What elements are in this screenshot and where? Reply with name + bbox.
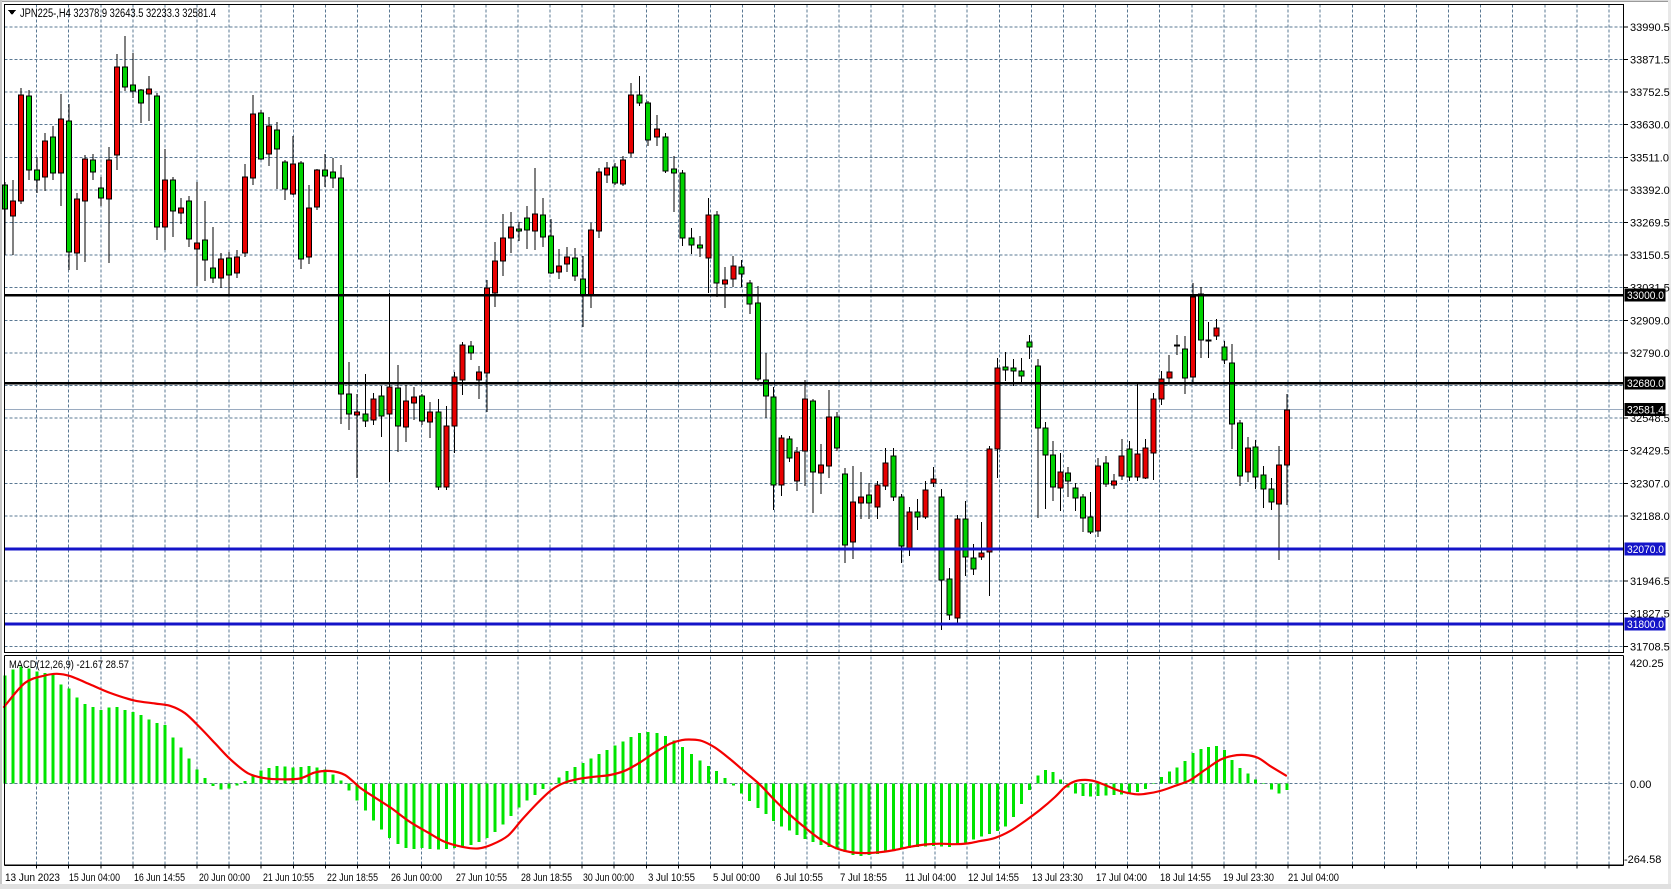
- svg-text:26 Jun 00:00: 26 Jun 00:00: [391, 872, 442, 884]
- svg-text:33000.0: 33000.0: [1627, 290, 1664, 302]
- svg-text:16 Jun 14:55: 16 Jun 14:55: [134, 872, 185, 884]
- svg-text:MACD(12,26,9) -21.67 28.57: MACD(12,26,9) -21.67 28.57: [9, 659, 129, 671]
- svg-text:33392.0: 33392.0: [1630, 185, 1670, 197]
- svg-text:32581.4: 32581.4: [1627, 404, 1664, 416]
- svg-text:5 Jul 00:00: 5 Jul 00:00: [713, 872, 760, 884]
- svg-text:420.25: 420.25: [1630, 658, 1664, 670]
- svg-text:32070.0: 32070.0: [1627, 544, 1664, 556]
- svg-text:31800.0: 31800.0: [1627, 619, 1664, 631]
- svg-text:33871.5: 33871.5: [1630, 55, 1670, 67]
- svg-text:32680.0: 32680.0: [1627, 378, 1664, 390]
- svg-text:20 Jun 00:00: 20 Jun 00:00: [199, 872, 250, 884]
- svg-text:12 Jul 14:55: 12 Jul 14:55: [968, 872, 1019, 884]
- svg-text:JPN225-,H4 32378.9 32643.5 32: JPN225-,H4 32378.9 32643.5 32233.3 32581…: [20, 8, 216, 20]
- svg-text:21 Jun 10:55: 21 Jun 10:55: [263, 872, 314, 884]
- svg-text:32188.0: 32188.0: [1630, 511, 1670, 523]
- svg-text:33269.5: 33269.5: [1630, 218, 1670, 230]
- svg-text:19 Jul 23:30: 19 Jul 23:30: [1223, 872, 1274, 884]
- svg-text:27 Jun 10:55: 27 Jun 10:55: [456, 872, 507, 884]
- svg-text:3 Jul 10:55: 3 Jul 10:55: [648, 872, 695, 884]
- svg-text:32548.5: 32548.5: [1630, 413, 1670, 425]
- svg-text:33150.5: 33150.5: [1630, 250, 1670, 262]
- svg-text:15 Jun 04:00: 15 Jun 04:00: [69, 872, 120, 884]
- svg-text:31708.5: 31708.5: [1630, 641, 1670, 653]
- svg-text:33752.5: 33752.5: [1630, 87, 1670, 99]
- svg-text:33630.0: 33630.0: [1630, 120, 1670, 132]
- svg-text:6 Jul 10:55: 6 Jul 10:55: [776, 872, 823, 884]
- svg-text:13 Jun 2023: 13 Jun 2023: [5, 872, 60, 884]
- svg-text:32790.0: 32790.0: [1630, 348, 1670, 360]
- svg-text:-264.58: -264.58: [1624, 854, 1661, 866]
- svg-text:30 Jun 00:00: 30 Jun 00:00: [583, 872, 634, 884]
- svg-text:33511.0: 33511.0: [1630, 152, 1669, 164]
- svg-text:32429.5: 32429.5: [1630, 446, 1670, 458]
- svg-text:28 Jun 18:55: 28 Jun 18:55: [521, 872, 572, 884]
- svg-text:7 Jul 18:55: 7 Jul 18:55: [840, 872, 887, 884]
- svg-text:32909.0: 32909.0: [1630, 315, 1670, 327]
- svg-text:32307.0: 32307.0: [1630, 478, 1670, 490]
- svg-text:0.00: 0.00: [1630, 779, 1651, 791]
- svg-text:31946.5: 31946.5: [1630, 576, 1670, 588]
- svg-text:18 Jul 14:55: 18 Jul 14:55: [1160, 872, 1211, 884]
- svg-text:21 Jul 04:00: 21 Jul 04:00: [1288, 872, 1339, 884]
- svg-text:11 Jul 04:00: 11 Jul 04:00: [905, 872, 956, 884]
- svg-text:33990.5: 33990.5: [1630, 22, 1670, 34]
- svg-text:22 Jun 18:55: 22 Jun 18:55: [327, 872, 378, 884]
- svg-text:13 Jul 23:30: 13 Jul 23:30: [1032, 872, 1083, 884]
- svg-text:17 Jul 04:00: 17 Jul 04:00: [1096, 872, 1147, 884]
